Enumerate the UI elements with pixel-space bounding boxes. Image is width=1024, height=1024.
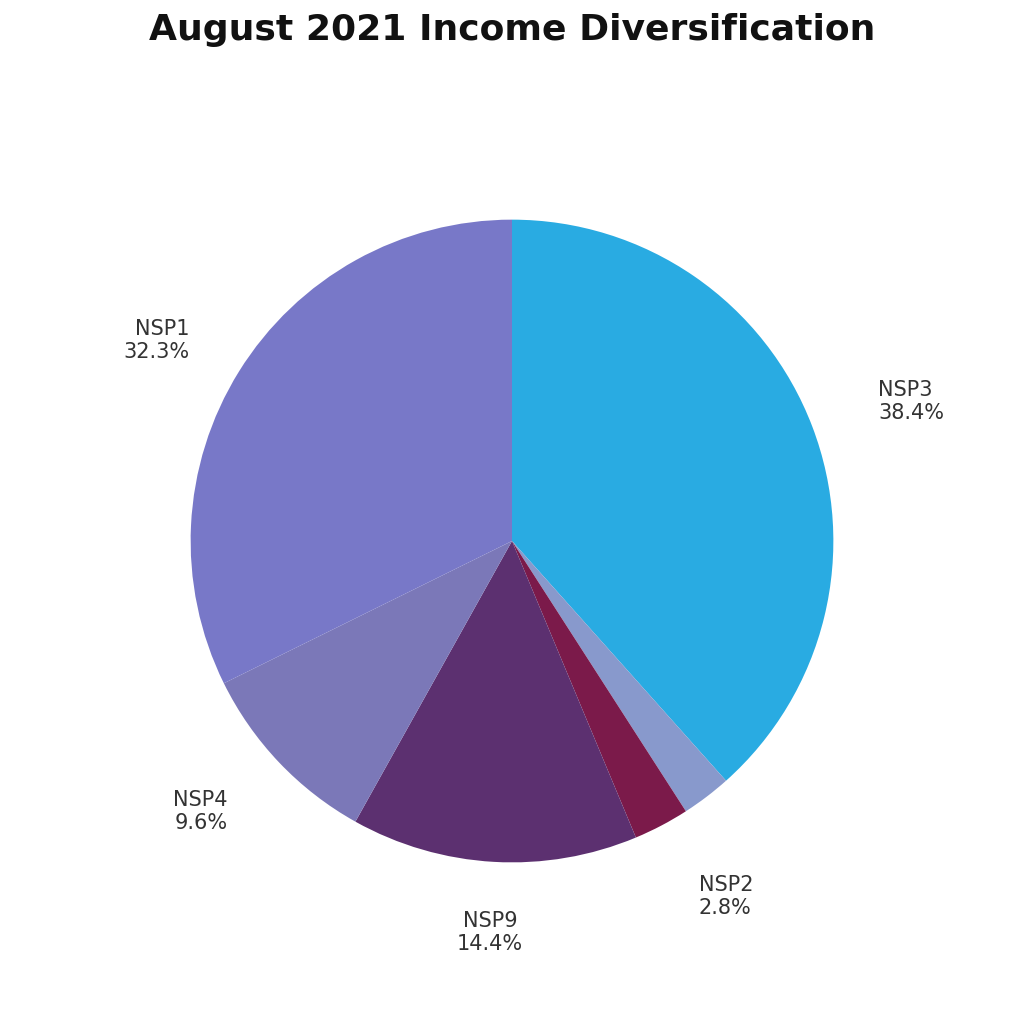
- Wedge shape: [512, 541, 726, 811]
- Wedge shape: [512, 541, 686, 838]
- Wedge shape: [224, 541, 512, 821]
- Wedge shape: [355, 541, 636, 862]
- Text: NSP9
14.4%: NSP9 14.4%: [457, 910, 523, 954]
- Title: August 2021 Income Diversification: August 2021 Income Diversification: [148, 13, 876, 47]
- Text: NSP4
9.6%: NSP4 9.6%: [173, 790, 228, 833]
- Wedge shape: [190, 219, 512, 683]
- Text: NSP1
32.3%: NSP1 32.3%: [124, 319, 189, 362]
- Wedge shape: [512, 219, 834, 780]
- Text: NSP3
38.4%: NSP3 38.4%: [879, 380, 944, 423]
- Text: NSP2
2.8%: NSP2 2.8%: [698, 876, 754, 919]
